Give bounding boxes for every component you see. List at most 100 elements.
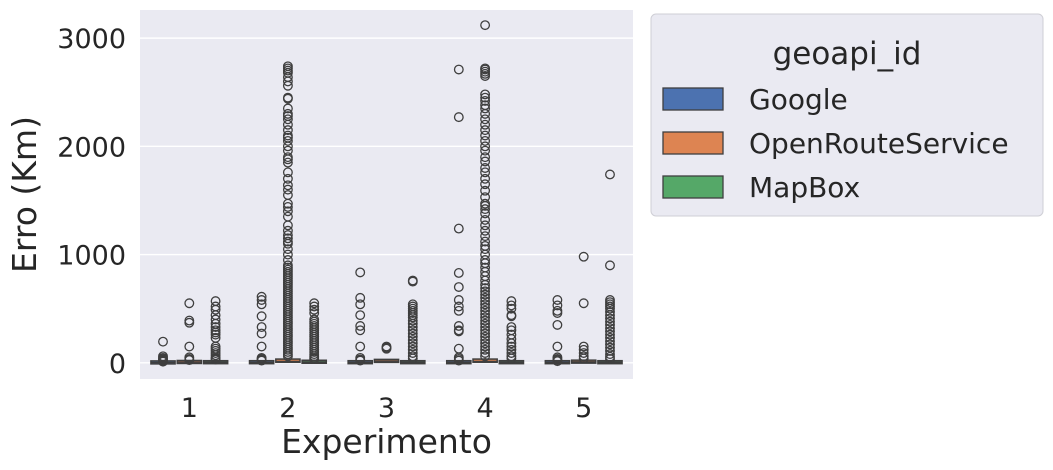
box-openrouteservice-2 [275,61,301,363]
outlier-point [480,103,491,114]
outlier-point [282,114,293,125]
box-groups [150,20,623,367]
outlier-point [605,329,615,340]
outlier-point [480,108,491,119]
outlier-point [355,267,366,278]
box-google-1 [150,336,176,367]
outlier-point [453,112,464,123]
outlier-point [355,341,366,352]
outlier-point [605,349,615,360]
outlier-point [578,348,589,358]
outlier-point [480,236,491,247]
outlier-point [282,167,293,178]
outlier-point [355,299,366,310]
outlier-point [480,156,491,167]
outlier-point [158,336,168,347]
outlier-point [480,279,491,290]
outlier-point [480,322,491,333]
outlier-point [506,300,517,311]
box-mapbox-5 [597,169,623,365]
outlier-point [605,303,615,314]
outlier-point [355,325,366,336]
outlier-point [480,231,491,242]
outlier-point [453,64,464,75]
outlier-point [282,157,293,168]
outlier-point [407,348,418,358]
outlier-point [282,184,293,195]
outlier-point [552,319,563,330]
outlier-point [210,304,221,315]
outlier-point [480,95,491,106]
y-axis-title: Erro (Km) [5,116,44,273]
outlier-point [506,348,517,358]
outlier-point [210,354,221,365]
outlier-point [506,334,517,344]
outlier-point [256,328,267,339]
x-tick-label: 5 [575,393,592,424]
outlier-point [453,223,464,234]
outlier-point [480,135,491,146]
outlier-point [355,310,366,321]
box-openrouteservice-4 [472,20,498,363]
outlier-point [480,312,491,323]
outlier-point [480,299,491,310]
plot-area [140,10,633,379]
legend-swatch-mapbox [662,175,724,199]
outlier-point [256,299,267,310]
outlier-point [407,338,418,349]
outlier-point [282,238,293,249]
box-openrouteservice-3 [373,341,400,364]
outlier-point [480,92,491,103]
outlier-point [480,351,491,362]
legend-label-mapbox: MapBox [749,171,860,204]
outlier-point [453,282,464,292]
outlier-point [480,328,491,339]
outlier-point [480,20,491,31]
outlier-point [480,208,491,219]
outlier-point [605,313,615,324]
legend-label-openrouteservice: OpenRouteService [749,127,1009,160]
outlier-point [184,355,195,366]
outlier-point [309,298,320,309]
outlier-point [552,300,563,311]
outlier-point [480,214,491,225]
outlier-point [506,322,517,333]
plot-background [140,10,633,379]
outlier-point [282,173,293,184]
legend-label-google: Google [749,83,848,116]
legend-frame [650,13,1044,217]
y-tick-label: 0 [109,349,126,380]
outlier-point [506,341,517,352]
box-google-5 [544,295,571,367]
outlier-point [480,255,491,265]
outlier-point [282,201,293,212]
outlier-point [578,353,589,364]
outlier-point [480,302,491,313]
outlier-point [605,306,615,317]
outlier-point [480,204,491,215]
x-tick-label: 1 [181,393,198,424]
outlier-point [480,119,491,130]
outlier-point [480,179,491,190]
outlier-point [578,251,589,262]
outlier-point [381,343,392,354]
legend-items: Google OpenRouteService MapBox [662,83,1009,204]
outlier-point [282,255,293,265]
box-mapbox-1 [202,296,229,365]
outlier-point [282,154,293,165]
outlier-point [480,315,491,326]
outlier-point [480,244,491,255]
outlier-point [407,325,418,336]
outlier-point [453,295,464,305]
outlier-point [309,301,320,312]
legend: geoapi_id Google OpenRouteService MapBox [650,13,1044,217]
outlier-point [184,298,195,309]
outlier-point [480,114,491,125]
outlier-point [480,348,491,358]
legend-title: geoapi_id [773,36,922,72]
outlier-point [282,225,293,236]
outlier-point [407,353,418,364]
outlier-point [407,341,418,352]
outlier-point [605,326,615,337]
